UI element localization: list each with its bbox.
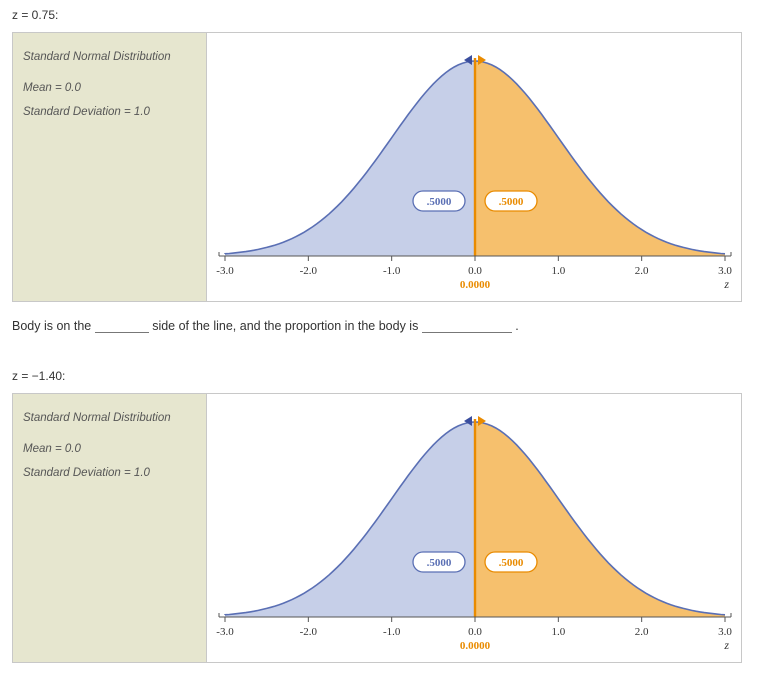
right-prob-pill-text: .5000: [499, 557, 524, 569]
xtick-label: 0.0: [468, 626, 482, 638]
chart1-mean-line: Mean = 0.0: [23, 80, 196, 97]
curve-left-region: [225, 422, 475, 617]
fill-in-sentence: Body is on the side of the line, and the…: [12, 316, 767, 333]
xtick-label: -1.0: [383, 626, 401, 638]
chart2-panel: Standard Normal Distribution Mean = 0.0 …: [12, 393, 742, 663]
chart1-svg: -3.0 -2.0 -1.0 0.0 1.0 2.0 3.0 .5000 .5000 0.0000…: [207, 33, 741, 301]
chart1-sidebar-title: Standard Normal Distribution: [23, 49, 196, 66]
xtick-label: 1.0: [551, 626, 565, 638]
chart2-mean-line: Mean = 0.0: [23, 441, 196, 458]
right-prob-pill-text: .5000: [499, 196, 524, 208]
xtick-label: 1.0: [551, 265, 565, 277]
chart2-sidebar-title: Standard Normal Distribution: [23, 410, 196, 427]
xtick-label: 3.0: [718, 626, 732, 638]
cursor-value-label: 0.0000: [460, 640, 491, 652]
sentence-part1: Body is on the: [12, 319, 95, 333]
axis-z-label: z: [723, 277, 729, 291]
xtick-label: -3.0: [216, 265, 234, 277]
xtick-label: -2.0: [300, 626, 318, 638]
xtick-label: 2.0: [635, 265, 649, 277]
cursor-value-label: 0.0000: [460, 279, 491, 291]
sentence-part2: side of the line, and the proportion in …: [152, 319, 422, 333]
question1-label: z = 0.75:: [12, 8, 767, 22]
axis-z-label: z: [723, 638, 729, 652]
xtick-label: -1.0: [383, 265, 401, 277]
xtick-label: 0.0: [468, 265, 482, 277]
left-prob-pill-text: .5000: [427, 557, 452, 569]
chart1-sd-line: Standard Deviation = 1.0: [23, 104, 196, 121]
chart2-sd-line: Standard Deviation = 1.0: [23, 465, 196, 482]
xtick-label: 3.0: [718, 265, 732, 277]
question2-label: z = −1.40:: [12, 369, 767, 383]
blank-proportion[interactable]: [422, 319, 512, 333]
chart2-plot[interactable]: -3.0 -2.0 -1.0 0.0 1.0 2.0 3.0 .5000 .5000 0.0000…: [207, 394, 741, 662]
sentence-part3: .: [515, 319, 518, 333]
chart1-panel: Standard Normal Distribution Mean = 0.0 …: [12, 32, 742, 302]
chart2-sidebar: Standard Normal Distribution Mean = 0.0 …: [13, 394, 207, 662]
blank-side[interactable]: [95, 319, 149, 333]
curve-left-region: [225, 61, 475, 256]
xtick-label: 2.0: [635, 626, 649, 638]
chart2-svg: -3.0 -2.0 -1.0 0.0 1.0 2.0 3.0 .5000 .5000 0.0000…: [207, 394, 741, 662]
chart1-plot[interactable]: -3.0 -2.0 -1.0 0.0 1.0 2.0 3.0 .5000 .5000 0.0000…: [207, 33, 741, 301]
chart1-sidebar: Standard Normal Distribution Mean = 0.0 …: [13, 33, 207, 301]
xtick-label: -3.0: [216, 626, 234, 638]
curve-right-region: [475, 61, 725, 256]
xtick-label: -2.0: [300, 265, 318, 277]
curve-right-region: [475, 422, 725, 617]
left-prob-pill-text: .5000: [427, 196, 452, 208]
